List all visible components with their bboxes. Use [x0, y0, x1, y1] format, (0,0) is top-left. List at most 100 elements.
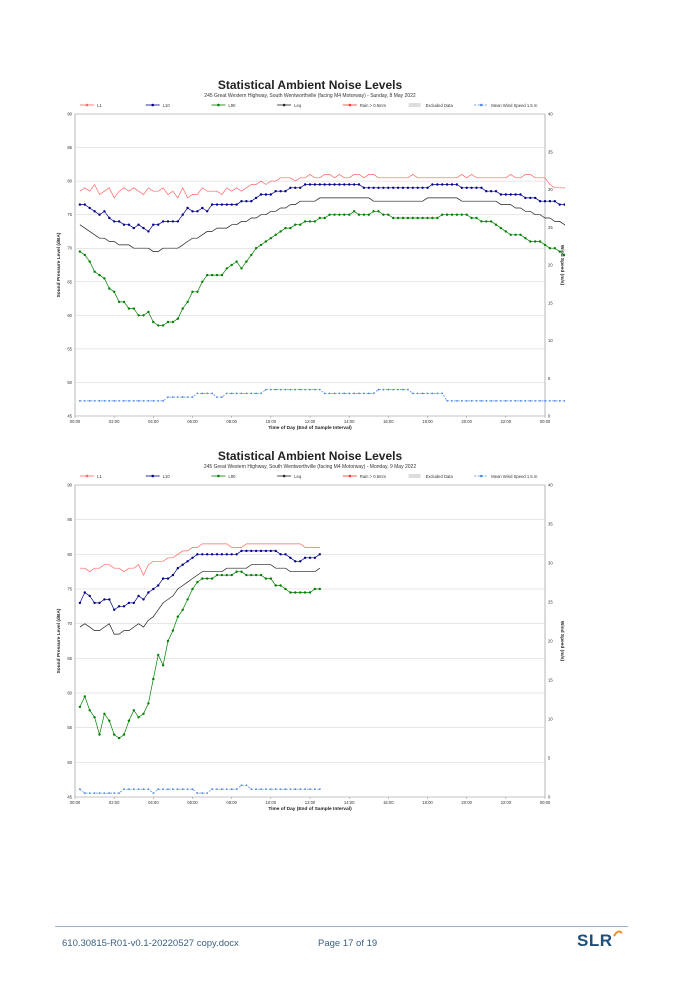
series-l10-point: [142, 226, 145, 230]
series-mean-wind-speed-1-5-m-point: [108, 792, 111, 794]
y2-axis-label: Wind Speed (m/s): [559, 245, 565, 286]
series-l90-point: [445, 213, 449, 216]
series-mean-wind-speed-1-5-m-point: [240, 392, 243, 395]
footer-page-number: Page 17 of 19: [318, 938, 378, 949]
series-l10-point: [132, 601, 135, 605]
series-l10-point: [103, 210, 106, 213]
series-l90-point: [250, 573, 253, 577]
series-l10-point: [186, 560, 189, 563]
x-axis-label: Time of Day (End of Sample Interval): [268, 806, 352, 812]
footer-divider: [55, 926, 628, 927]
series-l90-point: [152, 320, 155, 324]
series-l10-point: [499, 193, 503, 196]
series-mean-wind-speed-1-5-m-point: [304, 788, 306, 791]
series-mean-wind-speed-1-5-m-point: [289, 388, 292, 391]
series-l90-point: [127, 719, 131, 722]
series-l10-point: [333, 183, 336, 186]
series-l10-point: [367, 186, 370, 189]
series-mean-wind-speed-1-5-m-point: [206, 392, 209, 395]
series-l90-point: [176, 317, 179, 320]
x-tick-label: 22:00: [501, 800, 512, 805]
series-l10-point: [269, 193, 272, 196]
x-tick-label: 00:00: [70, 800, 81, 805]
series-l10-point: [318, 183, 321, 186]
series-l90-point: [485, 220, 488, 223]
series-l90-point: [259, 243, 263, 247]
series-l90-point: [431, 216, 434, 220]
series-l10-point: [122, 605, 126, 608]
series-l10-point: [475, 186, 478, 189]
series-mean-wind-speed-1-5-m-point: [309, 788, 311, 791]
series-mean-wind-speed-1-5-m-point: [490, 400, 492, 402]
chart-subtitle: 245 Great Western Highway, South Wentwor…: [204, 93, 416, 99]
series-l10-point: [176, 220, 179, 223]
series-mean-wind-speed-1-5-m-point: [358, 392, 360, 395]
series-mean-wind-speed-1-5-m-point: [294, 388, 297, 391]
series-mean-wind-speed-1-5-m-point: [235, 788, 238, 791]
series-mean-wind-speed-1-5-m-point: [152, 400, 155, 402]
series-l90-point: [421, 216, 424, 220]
series-l10-point: [426, 186, 429, 189]
series-mean-wind-speed-1-5-m-point: [157, 400, 160, 402]
legend-marker: [282, 474, 286, 478]
series-mean-wind-speed-1-5-m-point: [460, 400, 463, 402]
series-l90-point: [122, 300, 126, 304]
series-l10-point: [245, 200, 248, 203]
series-mean-wind-speed-1-5-m-point: [147, 788, 150, 791]
x-tick-label: 20:00: [461, 800, 472, 805]
series-l10-point: [176, 567, 179, 570]
legend-marker: [85, 103, 89, 107]
series-l90-point: [308, 220, 312, 223]
series-mean-wind-speed-1-5-m-point: [500, 400, 502, 402]
series-l90-point: [284, 587, 287, 591]
series-l10-point: [529, 196, 532, 200]
series-l10-point: [504, 193, 507, 196]
legend-label: L10: [163, 103, 171, 108]
series-mean-wind-speed-1-5-m-point: [88, 400, 91, 402]
series-l10-point: [250, 200, 253, 203]
series-l10-point: [558, 203, 561, 206]
series-l10-point: [235, 203, 238, 206]
series-l90-point: [230, 573, 233, 577]
x-tick-label: 02:00: [109, 800, 120, 805]
legend-marker: [479, 103, 483, 107]
series-l10-point: [245, 549, 248, 553]
series-l90-point: [206, 273, 209, 277]
series-l10-point: [489, 190, 493, 193]
series-l90-point: [289, 591, 292, 594]
series-l90-point: [103, 712, 106, 715]
series-l10-point: [210, 203, 214, 206]
series-l90-point: [254, 247, 258, 250]
series-l90-point: [313, 220, 317, 223]
legend-label: Excluded Data: [426, 474, 454, 479]
y-tick-label: 50: [67, 380, 72, 385]
series-mean-wind-speed-1-5-m-point: [172, 396, 174, 398]
x-axis-label: Time of Day (End of Sample Interval): [268, 425, 352, 431]
legend-label: L10: [163, 474, 171, 479]
series-l10-point: [117, 220, 121, 223]
series-l90-point: [343, 213, 346, 216]
series-mean-wind-speed-1-5-m-point: [201, 392, 204, 395]
series-l10-point: [294, 560, 297, 563]
series-mean-wind-speed-1-5-m-point: [137, 400, 140, 402]
series-l90-point: [460, 213, 463, 216]
series-l90-point: [318, 216, 321, 220]
series-mean-wind-speed-1-5-m-point: [176, 788, 179, 791]
series-mean-wind-speed-1-5-m-point: [299, 388, 302, 391]
series-l90-point: [269, 577, 272, 580]
series-l10-point: [436, 183, 439, 186]
series-l90-point: [509, 233, 512, 236]
series-leq-line: [79, 197, 565, 252]
series-mean-wind-speed-1-5-m-point: [377, 388, 380, 391]
series-l90-point: [387, 213, 390, 216]
x-tick-label: 10:00: [266, 419, 277, 424]
series-l90-point: [323, 216, 326, 220]
series-mean-wind-speed-1-5-m-point: [142, 400, 145, 402]
series-l90-point: [181, 307, 184, 310]
series-mean-wind-speed-1-5-m-point: [475, 400, 478, 402]
series-l10-point: [147, 230, 150, 233]
series-l10-point: [534, 196, 537, 200]
series-l90-point: [132, 709, 135, 712]
y-axis-label: Sound Pressure Level (dBA): [56, 232, 62, 297]
series-l10-point: [480, 186, 483, 189]
